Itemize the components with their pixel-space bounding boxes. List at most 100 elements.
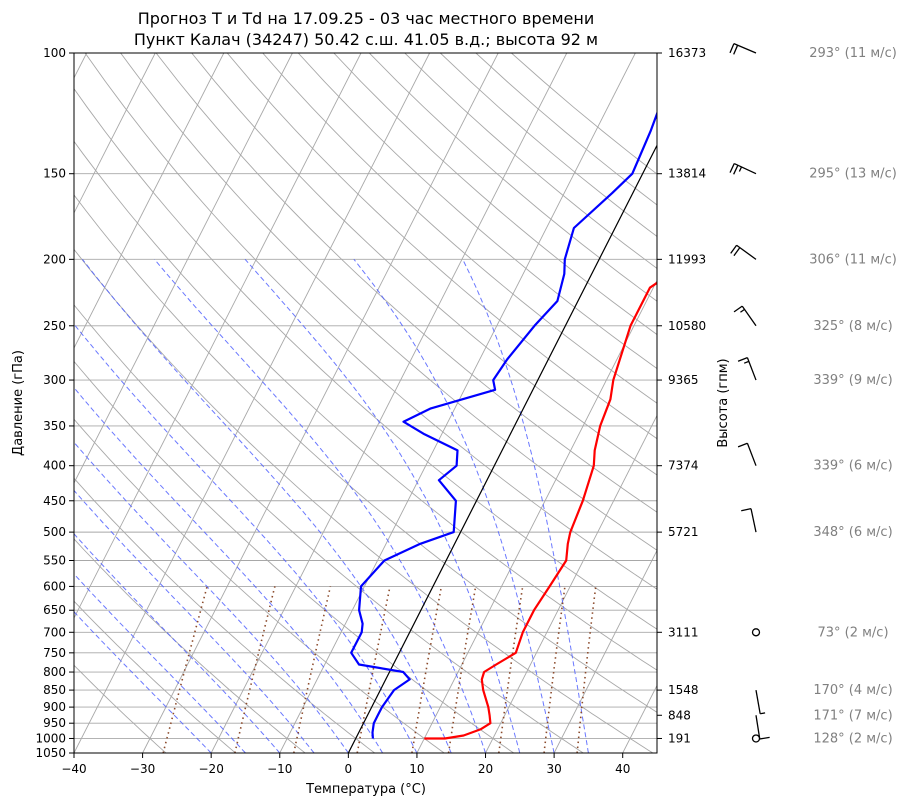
wind-barb-staff xyxy=(746,443,757,466)
isotherm-line xyxy=(210,53,568,753)
wind-barb-staff xyxy=(736,244,757,260)
wind-label: 128° (2 м/с) xyxy=(813,731,892,746)
wind-barb-flag xyxy=(729,43,735,54)
height-tick-label: 3111 xyxy=(668,625,699,639)
isotherm-line xyxy=(553,549,657,753)
isotherm-line xyxy=(74,53,362,619)
mixing-ratio-line xyxy=(162,586,208,753)
wind-barb-staff xyxy=(750,508,757,533)
x-tick-label: 0 xyxy=(345,762,353,776)
chart-title-line2: Пункт Калач (34247) 50.42 с.ш. 41.05 в.д… xyxy=(134,30,598,49)
dry-adiabat-line xyxy=(74,418,445,753)
y-tick-label: 250 xyxy=(43,319,66,333)
y-tick-label: 950 xyxy=(43,716,66,730)
wind-barb-half-flag xyxy=(743,360,750,364)
moist-adiabat-line xyxy=(74,386,384,753)
moist-adiabat-line xyxy=(74,441,349,753)
mixing-ratio-lines xyxy=(162,586,597,753)
x-tick-label: 10 xyxy=(409,762,424,776)
moist-adiabat-line xyxy=(74,533,281,753)
moist-adiabat-line xyxy=(154,258,486,753)
y-tick-label: 850 xyxy=(43,683,66,697)
wind-barb-half-flag xyxy=(740,308,745,313)
chart-title-line1: Прогноз T и Td на 17.09.25 - 03 час мест… xyxy=(138,9,594,28)
height-tick-label: 13814 xyxy=(668,167,706,181)
moist-adiabat-line xyxy=(74,323,418,753)
y-tick-label: 350 xyxy=(43,419,66,433)
height-tick-label: 11993 xyxy=(668,252,706,266)
wind-barb-staff xyxy=(755,689,761,714)
wind-barb-staff xyxy=(733,43,757,54)
height-tick-label: 5721 xyxy=(668,525,699,539)
wind-barb-flag xyxy=(729,163,735,173)
zero-isotherm-line xyxy=(347,144,657,753)
dry-adiabat-line xyxy=(120,53,657,551)
dry-adiabat-line xyxy=(297,53,657,370)
isotherm-line xyxy=(416,279,657,753)
dry-adiabat-line xyxy=(74,304,584,753)
isotherm-line xyxy=(74,53,156,214)
y-tick-label: 1050 xyxy=(35,746,66,760)
wind-label: 348° (6 м/с) xyxy=(813,525,892,540)
moist-adiabat-line xyxy=(353,258,555,753)
isotherm-line xyxy=(74,53,293,484)
dry-adiabat-line xyxy=(155,53,657,513)
mixing-ratio-line xyxy=(234,586,276,753)
height-tick-label: 10580 xyxy=(668,319,706,333)
wind-label: 170° (4 м/с) xyxy=(813,683,892,698)
wind-barb-flag xyxy=(733,164,739,175)
wind-barb-flag xyxy=(737,357,748,362)
wind-barb-staff xyxy=(741,305,757,327)
x-tick-label: −20 xyxy=(199,762,224,776)
wind-barb-flag xyxy=(733,247,741,257)
dry-adiabat-line xyxy=(74,360,515,753)
y-tick-label: 800 xyxy=(43,665,66,679)
wind-label: 339° (6 м/с) xyxy=(813,459,892,474)
wind-calm-circle xyxy=(751,628,761,637)
dry-adiabat-line xyxy=(74,87,657,630)
moist-adiabat-line xyxy=(462,259,589,753)
y-tick-label: 100 xyxy=(43,46,66,60)
y-tick-label: 400 xyxy=(43,459,66,473)
height-axis-ticks: 16373 13814 11993 10580 9365 7374 5721 3111 1548… xyxy=(657,46,706,745)
dry-adiabat-line xyxy=(74,248,654,753)
height-tick-label: 9365 xyxy=(668,373,699,387)
dry-adiabat-line xyxy=(74,477,375,753)
y-tick-label: 300 xyxy=(43,373,66,387)
wind-barb-flag xyxy=(759,736,770,740)
y-tick-label: 150 xyxy=(43,167,66,181)
x-tick-label: 20 xyxy=(478,762,493,776)
wind-barb-flag xyxy=(733,305,743,313)
moist-adiabats xyxy=(74,258,589,753)
wind-label: 306° (11 м/с) xyxy=(809,252,897,267)
dry-adiabats xyxy=(74,53,657,753)
dry-adiabat-line xyxy=(74,664,167,753)
isotherm-line xyxy=(142,53,499,753)
height-tick-label: 848 xyxy=(668,708,691,722)
wind-barb-staff xyxy=(755,715,761,740)
y-tick-label: 900 xyxy=(43,700,66,714)
y-axis-ticks: 100 150 200 250 300 350 400 450 500 550 600 650 700 7… xyxy=(35,46,74,760)
temperature-profile xyxy=(424,281,657,740)
wind-label: 325° (8 м/с) xyxy=(813,319,892,334)
wind-label: 73° (2 м/с) xyxy=(817,625,888,640)
moist-adiabat-line xyxy=(74,610,212,753)
plot-frame xyxy=(73,52,658,754)
x-tick-label: −40 xyxy=(61,762,86,776)
wind-calm-circle xyxy=(751,734,761,743)
wind-barbs: 293° (11 м/с) 295° (13 м/с) 306° (11 м/с) 3… xyxy=(729,43,897,746)
wind-label: 295° (13 м/с) xyxy=(809,167,897,182)
wind-label: 339° (9 м/с) xyxy=(813,373,892,388)
isotherm-line xyxy=(485,414,657,753)
dry-adiabat-line xyxy=(262,53,657,404)
wind-label: 293° (11 м/с) xyxy=(809,46,897,61)
wind-label: 171° (7 м/с) xyxy=(813,708,892,723)
y-tick-label: 550 xyxy=(43,554,66,568)
wind-barb-flag xyxy=(737,442,748,448)
series-lines xyxy=(350,110,657,740)
y-tick-label: 650 xyxy=(43,603,66,617)
y-tick-label: 600 xyxy=(43,579,66,593)
x-axis-label: Температура (°C) xyxy=(305,782,426,797)
y-tick-label: 500 xyxy=(43,525,66,539)
dry-adiabat-line xyxy=(226,53,657,440)
